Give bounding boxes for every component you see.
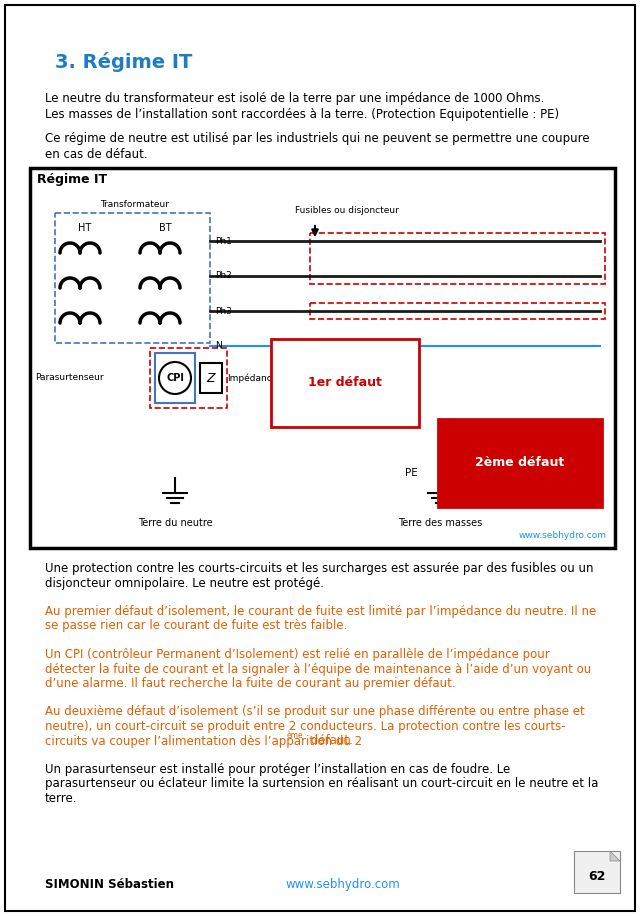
Text: Le neutre du transformateur est isolé de la terre par une impédance de 1000 Ohms: Le neutre du transformateur est isolé de… bbox=[45, 92, 545, 105]
Text: 2ème défaut: 2ème défaut bbox=[476, 456, 564, 470]
Text: d’une alarme. Il faut recherche la fuite de courant au premier défaut.: d’une alarme. Il faut recherche la fuite… bbox=[45, 677, 456, 690]
Polygon shape bbox=[610, 851, 620, 861]
Text: Au deuxième défaut d’isolement (s’il se produit sur une phase différente ou entr: Au deuxième défaut d’isolement (s’il se … bbox=[45, 705, 585, 718]
Text: CPI: CPI bbox=[166, 373, 184, 383]
Bar bbox=[55, 213, 210, 343]
Text: détecter la fuite de courant et la signaler à l’équipe de maintenance à l’aide d: détecter la fuite de courant et la signa… bbox=[45, 662, 591, 675]
Text: Transformateur: Transformateur bbox=[100, 200, 170, 209]
Text: ème: ème bbox=[287, 732, 303, 740]
Text: Terre du neutre: Terre du neutre bbox=[138, 518, 212, 528]
Text: Régime IT: Régime IT bbox=[37, 173, 107, 186]
Text: neutre), un court-circuit se produit entre 2 conducteurs. La protection contre l: neutre), un court-circuit se produit ent… bbox=[45, 720, 566, 733]
Text: Ph3: Ph3 bbox=[215, 307, 232, 315]
Bar bbox=[574, 851, 620, 893]
Text: Un parasurtenseur est installé pour protéger l’installation en cas de foudre. Le: Un parasurtenseur est installé pour prot… bbox=[45, 763, 510, 776]
Bar bbox=[200, 363, 222, 393]
Bar bbox=[150, 348, 227, 408]
Text: Parasurtenseur: Parasurtenseur bbox=[35, 374, 104, 383]
Text: terre.: terre. bbox=[45, 792, 77, 805]
Text: 3. Régime IT: 3. Régime IT bbox=[55, 52, 193, 72]
Text: se passe rien car le courant de fuite est très faible.: se passe rien car le courant de fuite es… bbox=[45, 619, 348, 633]
Text: Z: Z bbox=[207, 372, 215, 385]
Bar bbox=[310, 303, 605, 319]
Text: www.sebhydro.com: www.sebhydro.com bbox=[519, 531, 607, 540]
Text: en cas de défaut.: en cas de défaut. bbox=[45, 148, 148, 161]
Text: Un CPI (contrôleur Permanent d’Isolement) est relié en parallèle de l’impédance : Un CPI (contrôleur Permanent d’Isolement… bbox=[45, 648, 550, 661]
Text: Fusibles ou disjoncteur: Fusibles ou disjoncteur bbox=[295, 206, 399, 215]
Text: PE: PE bbox=[405, 468, 418, 478]
Text: Terre des masses: Terre des masses bbox=[398, 518, 482, 528]
Text: N: N bbox=[215, 342, 221, 351]
Bar bbox=[310, 233, 605, 284]
Text: Les masses de l’installation sont raccordées à la terre. (Protection Equipotenti: Les masses de l’installation sont raccor… bbox=[45, 108, 559, 121]
Text: parasurtenseur ou éclateur limite la surtension en réalisant un court-circuit en: parasurtenseur ou éclateur limite la sur… bbox=[45, 778, 598, 791]
Text: Une protection contre les courts-circuits et les surcharges est assurée par des : Une protection contre les courts-circuit… bbox=[45, 562, 593, 575]
Text: Ph1: Ph1 bbox=[215, 236, 232, 245]
Text: circuits va couper l’alimentation dès l’apparition du 2: circuits va couper l’alimentation dès l’… bbox=[45, 735, 362, 747]
Text: défaut.: défaut. bbox=[307, 735, 353, 747]
Text: 62: 62 bbox=[588, 869, 605, 882]
Bar bbox=[30, 168, 615, 548]
Bar bbox=[155, 353, 195, 403]
Text: BT: BT bbox=[159, 223, 172, 233]
Text: 1er défaut: 1er défaut bbox=[308, 376, 382, 389]
Text: Ph2: Ph2 bbox=[215, 271, 232, 280]
Text: HT: HT bbox=[78, 223, 92, 233]
Text: Impédance: Impédance bbox=[227, 373, 277, 383]
Text: Ce régime de neutre est utilisé par les industriels qui ne peuvent se permettre : Ce régime de neutre est utilisé par les … bbox=[45, 132, 589, 145]
Text: www.sebhydro.com: www.sebhydro.com bbox=[285, 878, 400, 891]
Text: SIMONIN Sébastien: SIMONIN Sébastien bbox=[45, 878, 174, 891]
Text: disjoncteur omnipolaire. Le neutre est protégé.: disjoncteur omnipolaire. Le neutre est p… bbox=[45, 576, 324, 590]
Text: Au premier défaut d’isolement, le courant de fuite est limité par l’impédance du: Au premier défaut d’isolement, le couran… bbox=[45, 605, 596, 618]
